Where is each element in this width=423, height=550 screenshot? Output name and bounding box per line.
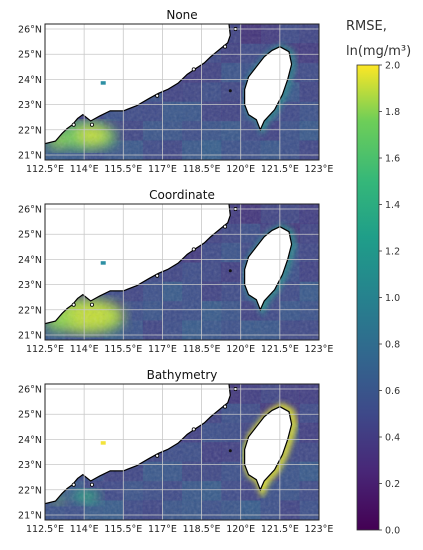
lon-tick-label: 114°E <box>70 524 99 535</box>
lon-tick-label: 118.5°E <box>183 524 221 535</box>
colorbar-gradient <box>356 64 380 531</box>
lat-tick-label: 23°N <box>18 280 42 291</box>
colorbar-tick-label: 0.4 <box>385 433 400 444</box>
dongsha-island <box>100 261 106 265</box>
colorbar-tick-label: 0.0 <box>385 526 400 537</box>
lat-tick-label: 22°N <box>18 485 42 496</box>
lon-tick-label: 115.5°E <box>104 524 142 535</box>
lon-tick-label: 123°E <box>305 524 334 535</box>
colorbar-label-line1: RMSE, <box>346 19 387 34</box>
lat-tick-label: 25°N <box>18 230 42 241</box>
dongsha-island <box>100 441 106 445</box>
lat-tick-label: 22°N <box>18 305 42 316</box>
colorbar-label-line2: ln(mg/m³) <box>346 44 411 59</box>
panel-frame <box>44 23 320 161</box>
lon-tick-label: 118.5°E <box>183 344 221 355</box>
colorbar-tick-label: 1.6 <box>385 154 400 165</box>
lon-tick-label: 121.5°E <box>261 344 299 355</box>
penghu-islands <box>228 89 232 93</box>
lat-tick-label: 25°N <box>18 410 42 421</box>
map-panel-coordinate: Coordinate 26°N 25°N 24°N 23°N 22°N 21°N 112.5°… <box>18 188 333 355</box>
panel-title: Bathymetry <box>147 368 218 382</box>
colorbar-tick-label: 0.2 <box>385 479 400 490</box>
lon-tick-label: 114°E <box>70 344 99 355</box>
lon-tick-label: 121.5°E <box>261 164 299 175</box>
lon-tick-label: 117°E <box>148 344 177 355</box>
colorbar-tick-label: 1.2 <box>385 247 400 258</box>
panel-frame <box>44 203 320 341</box>
colorbar: RMSE, ln(mg/m³) 2.0 1.8 1.6 1.4 1.2 1.0 0.8 0.6 0.… <box>346 19 411 537</box>
lon-tick-label: 114°E <box>70 164 99 175</box>
lon-tick-label: 118.5°E <box>183 164 221 175</box>
lat-tick-label: 26°N <box>18 205 42 216</box>
panel-title: Coordinate <box>149 188 215 202</box>
colorbar-tick-label: 1.4 <box>385 200 400 211</box>
panel-title: None <box>166 8 197 22</box>
penghu-islands <box>228 449 232 453</box>
gridlines <box>45 204 319 340</box>
lon-tick-label: 112.5°E <box>26 524 64 535</box>
gridlines <box>45 24 319 160</box>
lon-tick-label: 121.5°E <box>261 524 299 535</box>
lon-tick-label: 117°E <box>148 164 177 175</box>
map-panels: None 26°N 25°N 24°N 23°N 22°N 21°N 112.5°E 114°E… <box>18 8 333 535</box>
map-panel-none: None 26°N 25°N 24°N 23°N 22°N 21°N 112.5°E 114°E… <box>18 8 333 175</box>
lon-tick-label: 115.5°E <box>104 164 142 175</box>
lat-tick-label: 21°N <box>18 510 42 521</box>
lat-tick-label: 23°N <box>18 460 42 471</box>
map-panel-bathymetry: Bathymetry 26°N 25°N 24°N 23°N 22°N 21°N 112.5°… <box>18 368 333 535</box>
colorbar-tick-label: 0.6 <box>385 386 400 397</box>
lon-tick-label: 112.5°E <box>26 164 64 175</box>
lat-tick-label: 26°N <box>18 385 42 396</box>
lon-tick-label: 120°E <box>226 344 255 355</box>
colorbar-tick-label: 0.8 <box>385 340 400 351</box>
lat-tick-label: 21°N <box>18 330 42 341</box>
lat-tick-label: 21°N <box>18 150 42 161</box>
colorbar-tick-label: 1.8 <box>385 107 400 118</box>
lat-tick-label: 25°N <box>18 50 42 61</box>
lat-tick-label: 24°N <box>18 75 42 86</box>
lon-tick-label: 117°E <box>148 524 177 535</box>
lat-tick-label: 24°N <box>18 435 42 446</box>
colorbar-tick-label: 2.0 <box>385 61 400 72</box>
dongsha-island <box>100 81 106 85</box>
lat-tick-label: 26°N <box>18 25 42 36</box>
lon-tick-label: 120°E <box>226 524 255 535</box>
lon-tick-label: 123°E <box>305 344 334 355</box>
lat-tick-label: 23°N <box>18 100 42 111</box>
gridlines <box>45 384 319 520</box>
panel-frame <box>44 383 320 521</box>
lon-tick-label: 112.5°E <box>26 344 64 355</box>
lon-tick-label: 123°E <box>305 164 334 175</box>
lat-tick-label: 22°N <box>18 125 42 136</box>
lat-tick-label: 24°N <box>18 255 42 266</box>
lon-tick-label: 120°E <box>226 164 255 175</box>
colorbar-tick-label: 1.0 <box>385 293 400 304</box>
penghu-islands <box>228 269 232 273</box>
lon-tick-label: 115.5°E <box>104 344 142 355</box>
